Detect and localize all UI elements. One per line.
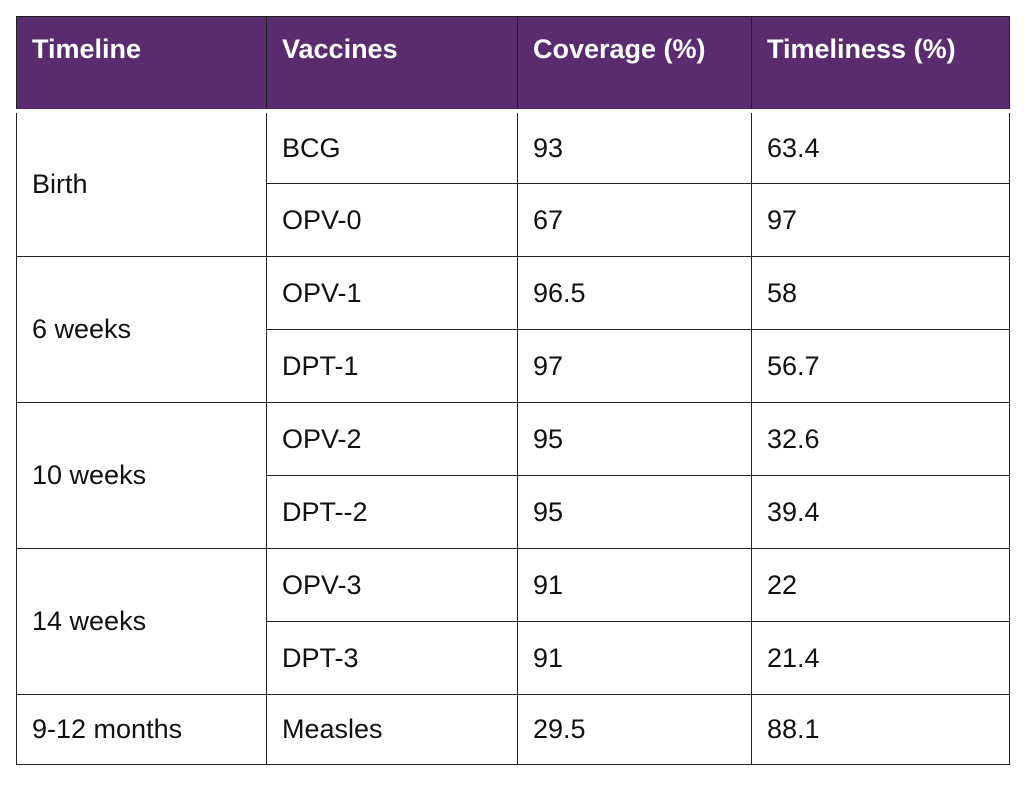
vaccine-cell: Measles	[266, 694, 518, 765]
table-row: 9-12 months Measles 29.5 88.1	[16, 694, 1010, 765]
coverage-cell: 96.5	[517, 256, 752, 330]
table-row: Birth BCG 93 63.4	[16, 110, 1010, 257]
table-row: DPT--2 95 39.4	[17, 475, 1010, 549]
timeline-cell: 6 weeks	[16, 256, 267, 403]
vaccine-cell: OPV-3	[266, 548, 518, 622]
timeliness-cell: 32.6	[751, 402, 1010, 476]
table-row: OPV-0 67 97	[17, 183, 1010, 257]
coverage-cell: 29.5	[517, 694, 752, 765]
table-row: 6 weeks OPV-1 96.5 58	[16, 256, 1010, 403]
timeline-cell: 14 weeks	[16, 548, 267, 695]
vaccine-cell: BCG	[266, 110, 518, 184]
table-header: Timeline Vaccines Coverage (%) Timelines…	[16, 16, 1010, 113]
timeline-cell: Birth	[16, 110, 267, 257]
timeliness-cell: 97	[751, 183, 1010, 257]
coverage-cell: 97	[517, 329, 752, 403]
timeliness-cell: 58	[751, 256, 1010, 330]
coverage-cell: 93	[517, 110, 752, 184]
coverage-cell: 91	[517, 621, 752, 695]
timeliness-cell: 63.4	[751, 110, 1010, 184]
coverage-cell: 91	[517, 548, 752, 622]
vaccine-cell: OPV-1	[266, 256, 518, 330]
coverage-cell: 95	[517, 475, 752, 549]
table-row: DPT-3 91 21.4	[17, 621, 1010, 695]
table-row: 10 weeks OPV-2 95 32.6	[16, 402, 1010, 549]
table-body: Birth BCG 93 63.4 OPV-0 67 97 6 weeks OP…	[16, 110, 1010, 765]
header-timeline: Timeline	[16, 16, 267, 113]
coverage-cell: 67	[517, 183, 752, 257]
timeliness-cell: 21.4	[751, 621, 1010, 695]
vaccine-cell: DPT-3	[266, 621, 518, 695]
coverage-cell: 95	[517, 402, 752, 476]
vaccine-cell: DPT--2	[266, 475, 518, 549]
timeline-cell: 10 weeks	[16, 402, 267, 549]
timeliness-cell: 56.7	[751, 329, 1010, 403]
vaccine-cell: OPV-2	[266, 402, 518, 476]
timeliness-cell: 39.4	[751, 475, 1010, 549]
vaccine-cell: OPV-0	[266, 183, 518, 257]
header-row: Timeline Vaccines Coverage (%) Timelines…	[16, 16, 1010, 113]
timeliness-cell: 88.1	[751, 694, 1010, 765]
vaccine-cell: DPT-1	[266, 329, 518, 403]
header-coverage: Coverage (%)	[517, 16, 752, 113]
table-row: 14 weeks OPV-3 91 22	[16, 548, 1010, 695]
header-timeliness: Timeliness (%)	[751, 16, 1010, 113]
timeliness-cell: 22	[751, 548, 1010, 622]
timeline-cell: 9-12 months	[16, 694, 267, 765]
vaccination-table: Timeline Vaccines Coverage (%) Timelines…	[16, 16, 1010, 765]
header-vaccines: Vaccines	[266, 16, 518, 113]
